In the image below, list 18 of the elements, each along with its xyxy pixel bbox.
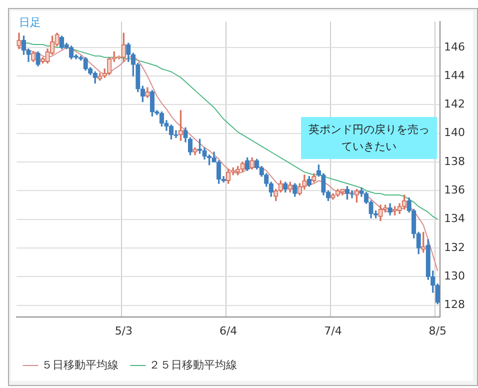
annotation: 日足 — [19, 15, 41, 30]
y-tick-label: 132 — [444, 240, 466, 254]
y-tick-label: 130 — [444, 270, 466, 283]
x-tick-label: 6/4 — [219, 324, 238, 338]
y-tick-label: 144 — [444, 68, 466, 82]
annotation: 英ポンド円の戻りを売っていきたい — [301, 117, 437, 159]
legend-label: ５日移動平均線 — [42, 358, 118, 372]
y-tick-label: 140 — [444, 126, 466, 140]
y-tick-label: 142 — [444, 98, 466, 111]
y-tick-label: 146 — [444, 40, 466, 54]
legend-label: ２５日移動平均線 — [149, 358, 237, 372]
y-tick-label: 134 — [444, 212, 466, 226]
x-tick-label: 5/3 — [114, 324, 133, 338]
x-tick-label: 7/4 — [324, 324, 342, 338]
y-tick-label: 136 — [444, 184, 466, 197]
y-tick-label: 128 — [444, 298, 466, 312]
x-tick-label: 8/5 — [428, 324, 446, 338]
y-tick-label: 138 — [444, 154, 466, 168]
